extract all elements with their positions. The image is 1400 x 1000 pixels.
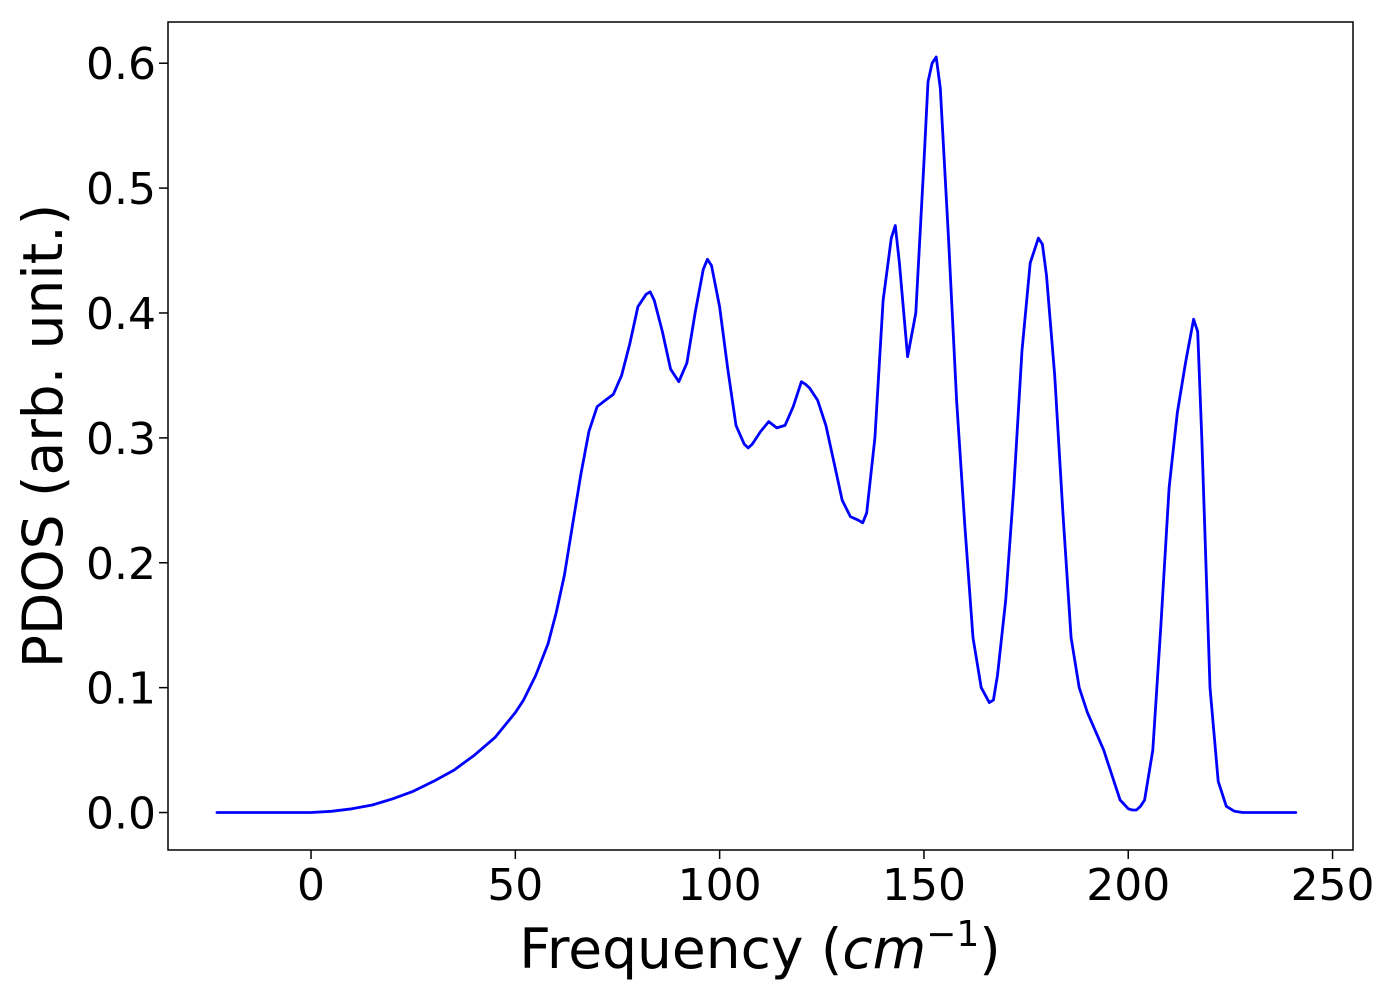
x-tick-label: 0 <box>297 860 325 911</box>
y-axis-title: PDOS (arb. unit.) <box>11 204 75 668</box>
pdos-series-line <box>215 55 1298 814</box>
x-tick-label: 250 <box>1291 860 1375 911</box>
y-tick-label: 0.3 <box>86 414 156 465</box>
x-tick-label: 200 <box>1086 860 1170 911</box>
x-axis-title: Frequency (cm−1) <box>519 914 1000 981</box>
y-axis: 0.0 0.1 0.2 0.3 0.4 0.5 0.6 <box>86 39 168 840</box>
y-tick-label: 0.4 <box>86 289 156 340</box>
y-tick-label: 0.5 <box>86 164 156 215</box>
x-tick-label: 100 <box>678 860 762 911</box>
y-tick-label: 0.1 <box>86 664 156 715</box>
y-tick-label: 0.6 <box>86 39 156 90</box>
x-tick-label: 150 <box>882 860 966 911</box>
x-axis: 0 50 100 150 200 250 <box>297 850 1375 911</box>
y-tick-label: 0.2 <box>86 539 156 590</box>
x-tick-label: 50 <box>487 860 543 911</box>
y-tick-label: 0.0 <box>86 789 156 840</box>
